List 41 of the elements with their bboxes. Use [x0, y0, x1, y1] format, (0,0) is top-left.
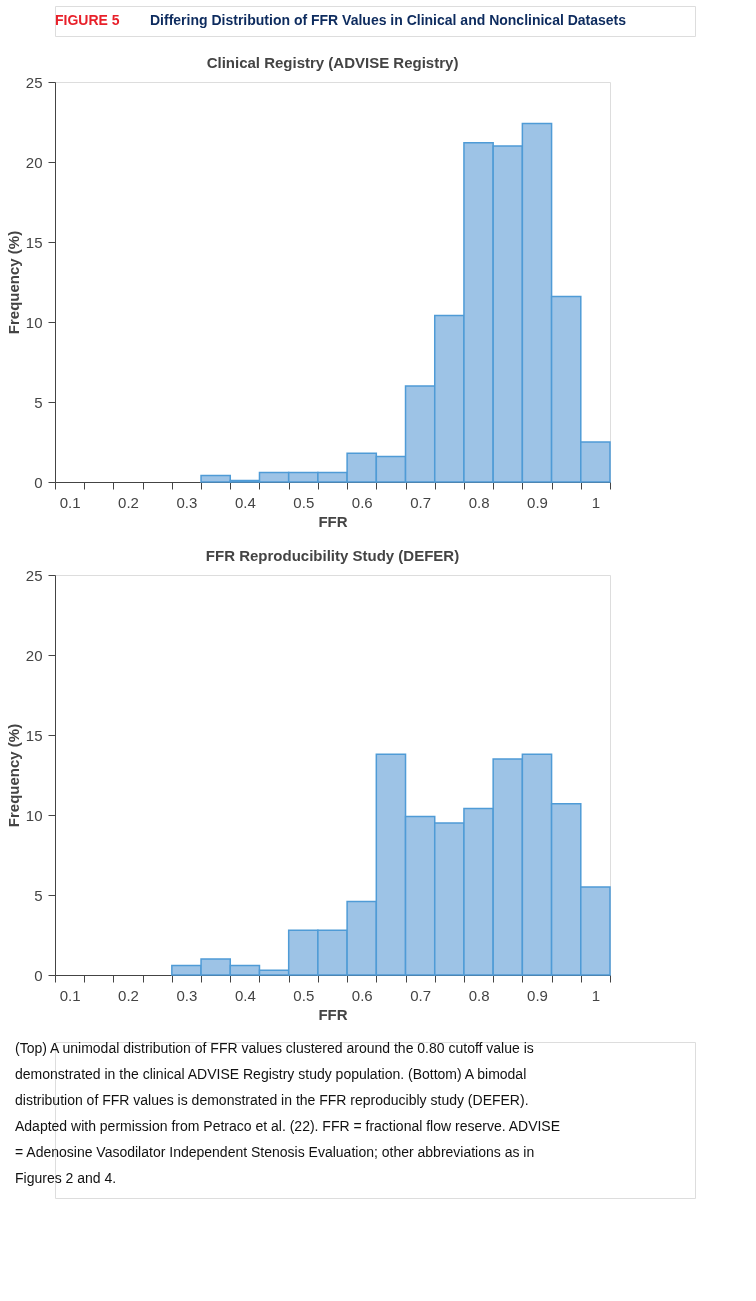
y-tick-label: 20	[25, 153, 43, 171]
x-tick-label: 0.4	[234, 986, 256, 1004]
x-tick-label: 0.6	[351, 493, 373, 511]
x-tick-label: 0.3	[176, 493, 198, 511]
x-tick-label: 0.1	[59, 493, 81, 511]
x-tick-label: 0.9	[527, 493, 548, 511]
x-tick-label: 0.1	[59, 986, 81, 1004]
x-tick-label: 0.5	[293, 493, 315, 511]
x-tick-label: 0.4	[234, 493, 256, 511]
chart-title: FFR Reproducibility Study (DEFER)	[205, 547, 460, 564]
y-tick-label: 15	[25, 726, 43, 744]
x-tick-label: 0.8	[468, 493, 490, 511]
x-tick-label: 0.2	[118, 986, 139, 1004]
y-tick-label: 25	[25, 73, 43, 91]
y-axis-title: Frequency (%)	[4, 230, 22, 335]
x-axis-title: FFR	[318, 1005, 348, 1023]
y-tick-label: 0	[34, 966, 43, 984]
y-tick-label: 5	[34, 393, 43, 411]
y-tick-label: 20	[25, 646, 43, 664]
y-tick-label: 5	[34, 886, 43, 904]
text: (Top) A unimodal distribution of FFR values clustered around the 0.80 cutoff value is demonstrated in the clinical ADVISE Registry study population. (Bottom) A bimodal distribution of FFR values is demonstrated in the FFR reproducibly study (DEFER). Adapted with permission from Petraco et al. (22). FFR = fractional flow reserve. ADVISE = Adenosine Vasodilator Independent Stenosis Evaluation; other abbreviations as in Figures 2 and 4.	[15, 1040, 561, 1186]
y-tick-label: 10	[25, 313, 43, 331]
x-tick-label: 0.3	[176, 986, 198, 1004]
x-tick-label: 1	[591, 493, 601, 511]
caption: FIGURE 5	[55, 12, 120, 28]
y-tick-label: 25	[25, 566, 43, 584]
x-tick-label: 0.9	[527, 986, 548, 1004]
y-tick-label: 0	[34, 473, 43, 491]
x-tick-label: 0.5	[293, 986, 315, 1004]
x-tick-label: 0.2	[118, 493, 139, 511]
x-axis-title: FFR	[318, 512, 348, 530]
y-tick-label: 15	[25, 233, 43, 251]
text: Differing Distribution of FFR Values in Clinical and Nonclinical Datasets	[150, 12, 627, 28]
x-tick-label: 1	[591, 986, 601, 1004]
y-tick-label: 10	[25, 806, 43, 824]
x-tick-label: 0.7	[410, 986, 432, 1004]
x-tick-label: 0.6	[351, 986, 373, 1004]
y-axis-title: Frequency (%)	[4, 723, 22, 828]
x-tick-label: 0.8	[468, 986, 490, 1004]
chart-title: Clinical Registry (ADVISE Registry)	[206, 54, 459, 71]
x-tick-label: 0.7	[410, 493, 432, 511]
